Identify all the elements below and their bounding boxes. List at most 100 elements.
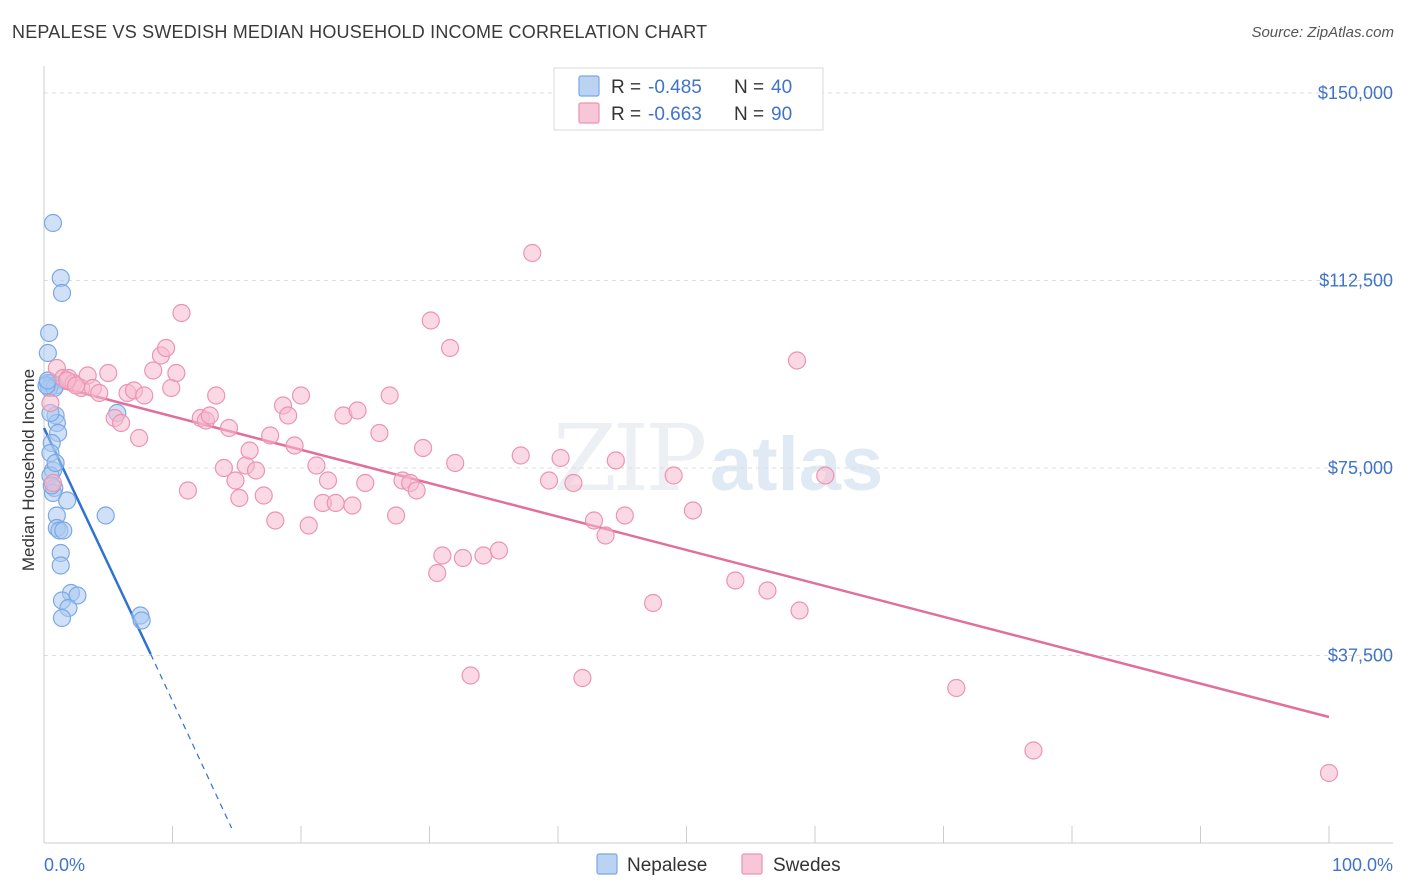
nepalese-point (43, 213, 63, 233)
swedes-point (279, 406, 298, 425)
swedes-point (407, 481, 426, 500)
swedes-point (380, 386, 399, 405)
swedes-point (551, 448, 570, 468)
bottom-legend-label-nepalese: Nepalese (627, 855, 707, 876)
swedes-point (99, 363, 118, 383)
swedes-point (266, 511, 285, 530)
legend-row-swedes: R = -0.663 N = 90 (578, 102, 792, 125)
legend-swatch-nepalese (578, 75, 600, 97)
swedes-point (41, 393, 60, 413)
swedes-point (421, 311, 440, 330)
swedes-point (489, 541, 508, 560)
swedes-point (207, 386, 226, 405)
x-tick-marks (43, 826, 1330, 843)
swedes-point (144, 361, 163, 380)
swedes-point (726, 571, 745, 590)
swedes-point (307, 456, 326, 475)
swedes-point (758, 581, 777, 600)
swedes-point (240, 441, 259, 460)
swedes-point (214, 458, 233, 478)
y-axis-label: Median Household Income (19, 369, 38, 571)
y-tick-label: $75,000 (1328, 458, 1393, 478)
swedes-point (178, 481, 198, 500)
swedes-point (428, 563, 447, 583)
nepalese-point (54, 521, 73, 540)
chart-title: NEPALESE VS SWEDISH MEDIAN HOUSEHOLD INC… (12, 22, 708, 42)
swedes-point (285, 436, 304, 455)
swedes-point (787, 351, 807, 370)
swedes-point (413, 438, 433, 458)
nepalese-point (58, 491, 77, 510)
swedes-point (511, 446, 530, 465)
legend-n-value: 40 (771, 77, 792, 98)
swedes-point (291, 386, 311, 405)
x-tick-label-max: 100.0% (1332, 855, 1393, 875)
x-tick-label-min: 0.0% (44, 855, 85, 875)
svg-text:atlas: atlas (710, 422, 883, 507)
swedes-point (219, 418, 239, 438)
swedes-point (643, 593, 663, 613)
y-tick-label: $112,500 (1319, 271, 1393, 291)
swedes-point (343, 496, 362, 515)
swedes-point (386, 506, 406, 525)
y-tick-labels: $37,500 $75,000 $112,500 $150,000 (1318, 83, 1393, 666)
swedes-point (356, 473, 375, 493)
swedes-point (683, 501, 703, 520)
swedes-point (135, 386, 154, 405)
legend-r-label: R = (611, 104, 641, 125)
nepalese-point (40, 323, 59, 343)
swedes-point (129, 428, 149, 448)
swedes-point (790, 601, 809, 620)
swedes-point (172, 303, 191, 323)
nepalese-trend-extension (150, 653, 233, 829)
swedes-point (584, 511, 604, 530)
swedes-point (816, 466, 835, 485)
swedes-point (200, 406, 219, 425)
swedes-point (167, 363, 186, 383)
swedes-point (67, 376, 86, 395)
swedes-point (1024, 741, 1043, 760)
swedes-point (564, 473, 583, 493)
swedes-point (596, 526, 615, 545)
swedes-point (474, 546, 493, 565)
nepalese-point (51, 268, 70, 288)
swedes-point (523, 243, 542, 263)
nepalese-point (51, 556, 70, 575)
swedes-point (348, 401, 367, 420)
correlation-legend: R = -0.485 N = 40 R = -0.663 N = 90 (553, 67, 824, 131)
source-credit: Source: ZipAtlas.com (1251, 24, 1394, 41)
swedes-point (370, 423, 389, 443)
swedes-point (156, 338, 176, 358)
swedes-point (433, 546, 452, 565)
legend-n-value: 90 (771, 104, 792, 125)
swedes-point (90, 383, 109, 403)
nepalese-point (52, 608, 72, 628)
nepalese-point (46, 453, 65, 473)
nepalese-point (52, 283, 72, 303)
bottom-legend-swatch-nepalese (596, 853, 618, 875)
swedes-point (664, 466, 683, 485)
nepalese-point (132, 611, 151, 630)
swedes-point (947, 678, 966, 698)
bottom-legend-swatch-swedes (741, 853, 763, 875)
swedes-point (539, 471, 559, 490)
y-tick-label: $37,500 (1328, 646, 1393, 666)
swedes-point (573, 668, 592, 688)
bottom-legend-label-swedes: Swedes (773, 855, 841, 876)
swedes-point (226, 471, 245, 490)
watermark: ZIP atlas (553, 405, 883, 512)
swedes-point (43, 473, 63, 493)
data-points (37, 213, 1339, 783)
nepalese-point (38, 343, 57, 363)
legend-row-nepalese: R = -0.485 N = 40 (578, 75, 792, 98)
legend-r-value: -0.663 (648, 104, 702, 125)
legend-r-value: -0.485 (648, 77, 702, 98)
swedes-point (446, 453, 465, 473)
swedes-point (230, 488, 249, 508)
swedes-point (461, 666, 480, 685)
swedes-trend-line (43, 381, 1330, 719)
swedes-point (606, 451, 625, 470)
swedes-point (246, 461, 266, 480)
svg-text:ZIP: ZIP (553, 405, 704, 512)
